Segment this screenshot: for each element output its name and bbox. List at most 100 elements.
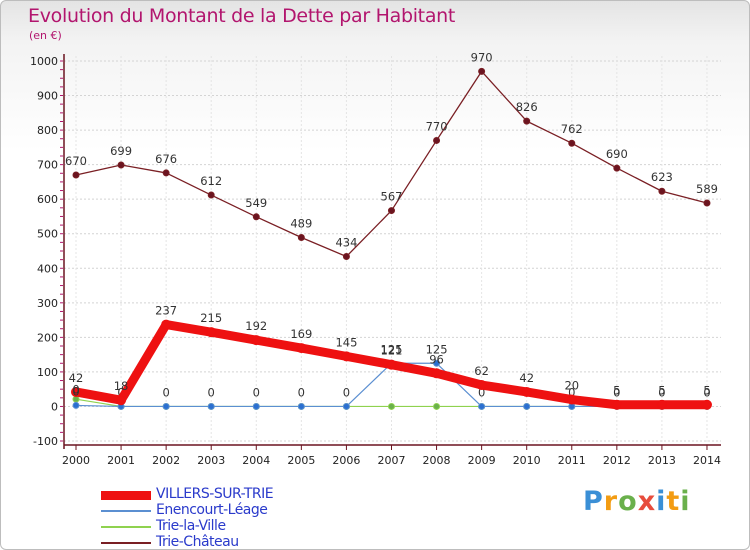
data-label: 0 [72, 383, 79, 397]
data-point [386, 359, 397, 370]
line-chart: -100010020030040050060070080090010002000… [30, 50, 721, 467]
data-label: 0 [343, 385, 350, 399]
chart-title: Evolution du Montant de la Dette par Hab… [28, 5, 456, 27]
data-label: 676 [155, 152, 177, 166]
data-label: 0 [208, 385, 215, 399]
data-point [342, 402, 350, 410]
legend-swatch [101, 542, 151, 544]
data-point [252, 213, 260, 221]
proxiti-logo: Proxiti [583, 486, 691, 517]
data-point [297, 234, 305, 242]
x-tick-label: 2004 [242, 454, 270, 467]
legend-swatch [101, 510, 151, 512]
data-point [476, 380, 487, 391]
x-tick-label: 2012 [603, 454, 631, 467]
data-point [117, 161, 125, 169]
data-point [297, 402, 305, 410]
x-tick-label: 2001 [107, 454, 135, 467]
data-point [296, 343, 307, 354]
data-label: 5 [613, 384, 620, 398]
data-label: 434 [335, 236, 357, 250]
x-tick-label: 2009 [468, 454, 496, 467]
data-label: 690 [606, 147, 628, 161]
data-label: 0 [478, 385, 485, 399]
y-tick-label: -100 [33, 435, 58, 448]
data-label: 215 [200, 311, 222, 325]
data-point [433, 359, 441, 367]
data-point [252, 402, 260, 410]
data-label: 96 [429, 352, 444, 366]
data-point [658, 187, 666, 195]
data-label: 770 [426, 119, 448, 133]
data-point [478, 402, 486, 410]
data-label: 125 [426, 342, 448, 356]
data-label: 0 [703, 385, 710, 399]
chart-unit: (en €) [29, 29, 62, 42]
data-point [207, 402, 215, 410]
data-label: 549 [245, 196, 267, 210]
legend-label: VILLERS-SUR-TRIE [156, 486, 274, 502]
x-tick-label: 2006 [332, 454, 360, 467]
y-tick-label: 700 [37, 159, 58, 172]
logo-letter: x [637, 486, 657, 517]
y-tick-label: 900 [37, 90, 58, 103]
legend-label: Trie-Château [156, 534, 239, 550]
data-point [162, 402, 170, 410]
series-trie-ch-teau: 670 699 676 612 549 489 434 567 770 970 826 762 690 6… [65, 50, 718, 261]
x-tick-label: 2013 [648, 454, 676, 467]
legend-swatch [101, 490, 151, 500]
data-label: 567 [381, 190, 403, 204]
data-point [433, 402, 441, 410]
data-point [523, 402, 531, 410]
data-point [341, 351, 352, 362]
x-tick-label: 2010 [513, 454, 541, 467]
data-point [521, 386, 532, 397]
data-point [613, 164, 621, 172]
data-point [656, 399, 667, 410]
data-point [703, 199, 711, 207]
data-label: 192 [245, 319, 267, 333]
data-point [71, 386, 81, 397]
data-point [431, 368, 442, 379]
data-label: 0 [613, 385, 620, 399]
data-point [387, 402, 395, 410]
y-tick-label: 100 [37, 366, 58, 379]
data-label: 970 [471, 50, 493, 64]
data-label: 18 [114, 379, 129, 393]
x-tick-label: 2014 [693, 454, 721, 467]
data-point [342, 253, 350, 261]
data-label: 121 [381, 344, 403, 358]
logo-letter: i [680, 486, 691, 517]
legend-label: Trie-la-Ville [156, 518, 226, 534]
data-point [206, 327, 217, 338]
data-point [72, 401, 80, 409]
data-point [207, 191, 215, 199]
data-label: 489 [290, 217, 312, 231]
y-tick-label: 300 [37, 297, 58, 310]
x-tick-label: 2005 [287, 454, 315, 467]
data-label: 589 [696, 182, 718, 196]
data-label: 42 [519, 371, 534, 385]
data-label: 20 [564, 379, 579, 393]
data-point [478, 67, 486, 75]
legend-swatch [101, 526, 151, 528]
logo-letter: r [603, 486, 619, 517]
data-point [568, 139, 576, 147]
data-label: 762 [561, 122, 583, 136]
data-label: 125 [381, 342, 403, 356]
logo-letter: t [666, 486, 681, 517]
y-tick-label: 500 [37, 228, 58, 241]
data-label: 169 [290, 327, 312, 341]
data-point [566, 394, 577, 405]
x-tick-label: 2003 [197, 454, 225, 467]
data-label: 0 [298, 385, 305, 399]
data-point [72, 171, 80, 179]
data-point [433, 136, 441, 144]
data-point [387, 207, 395, 215]
data-label: 5 [658, 384, 665, 398]
y-tick-label: 400 [37, 262, 58, 275]
y-tick-label: 600 [37, 193, 58, 206]
data-label: 612 [200, 174, 222, 188]
logo-letter: i [656, 486, 667, 517]
